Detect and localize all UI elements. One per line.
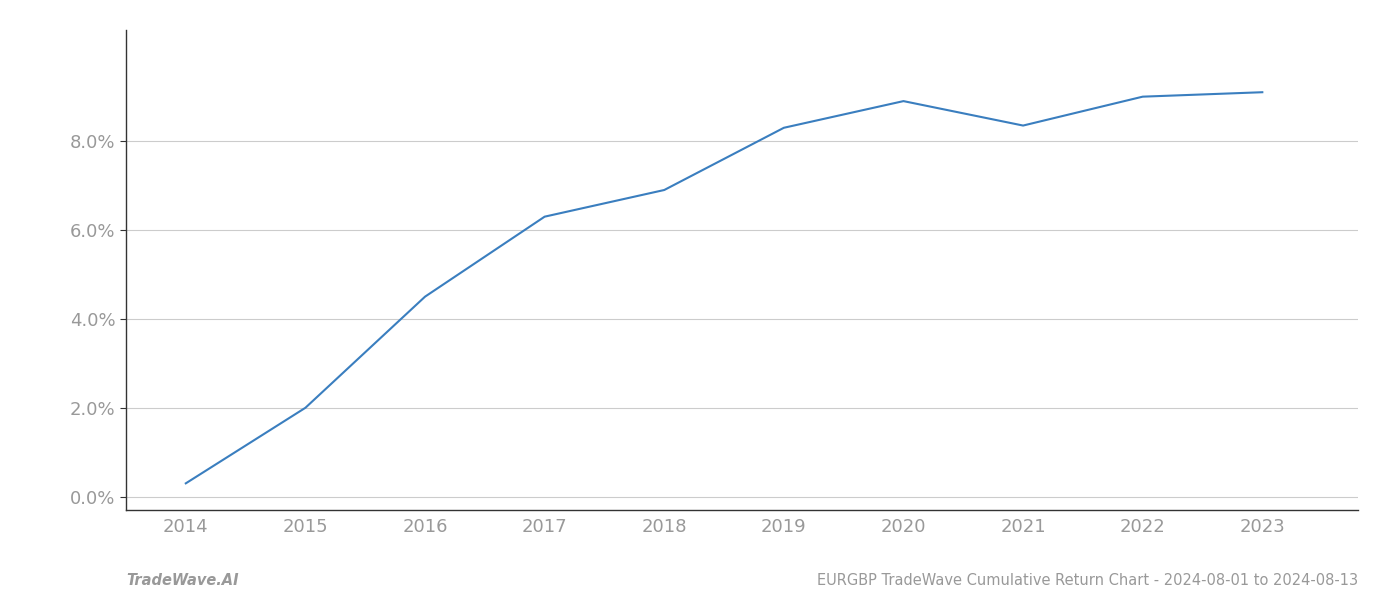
- Text: EURGBP TradeWave Cumulative Return Chart - 2024-08-01 to 2024-08-13: EURGBP TradeWave Cumulative Return Chart…: [816, 573, 1358, 588]
- Text: TradeWave.AI: TradeWave.AI: [126, 573, 238, 588]
